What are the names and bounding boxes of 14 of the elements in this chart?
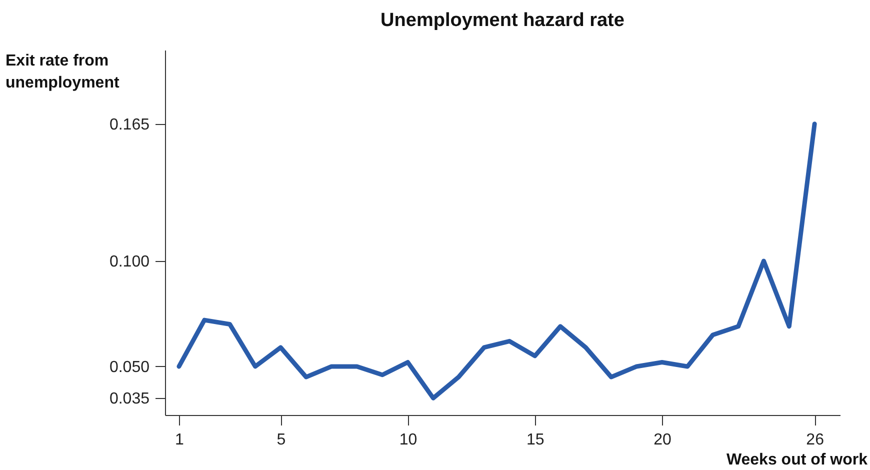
x-tick-label: 20: [654, 432, 672, 448]
y-tick-label: 0.035: [109, 390, 150, 408]
chart-title: Unemployment hazard rate: [380, 10, 624, 31]
y-tick-label: 0.165: [109, 116, 150, 134]
x-axis-title: Weeks out of work: [726, 452, 868, 468]
x-tick-label: 5: [276, 432, 286, 448]
x-tick-label: 10: [399, 432, 418, 448]
x-tick-label: 1: [175, 432, 184, 448]
x-tick-label: 15: [526, 432, 544, 448]
y-tick-label: 0.050: [109, 358, 150, 376]
line-series: [176, 122, 817, 400]
x-tick-label: 26: [806, 432, 824, 448]
y-tick-label: 0.100: [109, 253, 150, 270]
y-axis-title: Exit rate from unemployment: [6, 52, 120, 92]
